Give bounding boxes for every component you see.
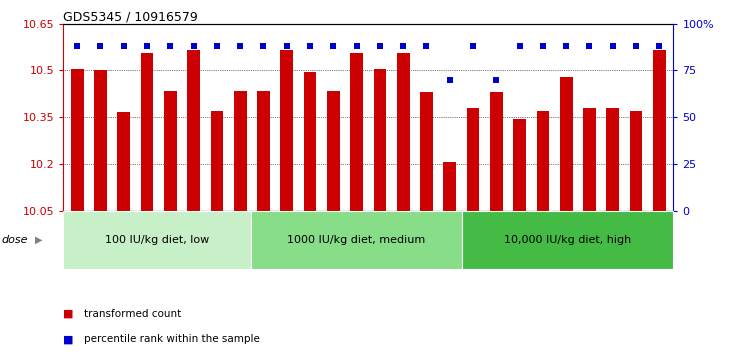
Bar [234,91,246,211]
Text: transformed count: transformed count [84,309,182,319]
FancyBboxPatch shape [141,213,153,265]
Text: GDS5345 / 10916579: GDS5345 / 10916579 [63,11,198,24]
FancyBboxPatch shape [211,213,223,265]
Bar [141,53,153,211]
FancyBboxPatch shape [420,213,433,265]
FancyBboxPatch shape [513,213,526,265]
Bar [466,108,479,211]
FancyBboxPatch shape [583,213,596,265]
FancyBboxPatch shape [280,213,293,265]
FancyBboxPatch shape [304,213,316,265]
Bar [397,53,410,211]
FancyBboxPatch shape [118,213,130,265]
FancyBboxPatch shape [94,213,107,265]
FancyBboxPatch shape [490,213,503,265]
FancyBboxPatch shape [466,213,479,265]
FancyBboxPatch shape [397,213,409,265]
FancyBboxPatch shape [629,213,642,265]
Bar [462,211,673,269]
Text: ■: ■ [63,309,74,319]
Bar [350,53,363,211]
Bar [536,111,549,211]
FancyBboxPatch shape [443,213,456,265]
Text: 10,000 IU/kg diet, high: 10,000 IU/kg diet, high [504,234,632,245]
Text: ■: ■ [63,334,74,344]
FancyBboxPatch shape [257,213,270,265]
Bar [443,162,456,211]
Bar [606,108,619,211]
FancyBboxPatch shape [327,213,340,265]
FancyBboxPatch shape [71,213,83,265]
Bar [559,77,573,211]
Text: 100 IU/kg diet, low: 100 IU/kg diet, low [105,234,209,245]
FancyBboxPatch shape [373,213,386,265]
Text: 1000 IU/kg diet, medium: 1000 IU/kg diet, medium [287,234,426,245]
Bar [420,92,433,211]
Bar [118,113,130,211]
Bar [583,108,596,211]
Bar [251,211,462,269]
FancyBboxPatch shape [164,213,176,265]
FancyBboxPatch shape [234,213,246,265]
Bar [257,91,270,211]
Bar [327,91,340,211]
Text: dose: dose [1,234,28,245]
Bar [373,69,386,211]
FancyBboxPatch shape [606,213,619,265]
Bar [164,91,177,211]
Bar [94,70,107,211]
Bar [490,92,503,211]
FancyBboxPatch shape [536,213,549,265]
Bar [211,111,223,211]
FancyBboxPatch shape [350,213,363,265]
FancyBboxPatch shape [560,213,573,265]
FancyBboxPatch shape [653,213,666,265]
Bar [71,69,83,211]
Bar [653,50,666,211]
FancyBboxPatch shape [187,213,200,265]
Bar [304,72,316,211]
Bar [629,111,643,211]
Text: percentile rank within the sample: percentile rank within the sample [84,334,260,344]
Bar [513,119,526,211]
Bar [63,211,251,269]
Text: ▶: ▶ [35,234,42,245]
Bar [280,50,293,211]
Bar [187,50,200,211]
